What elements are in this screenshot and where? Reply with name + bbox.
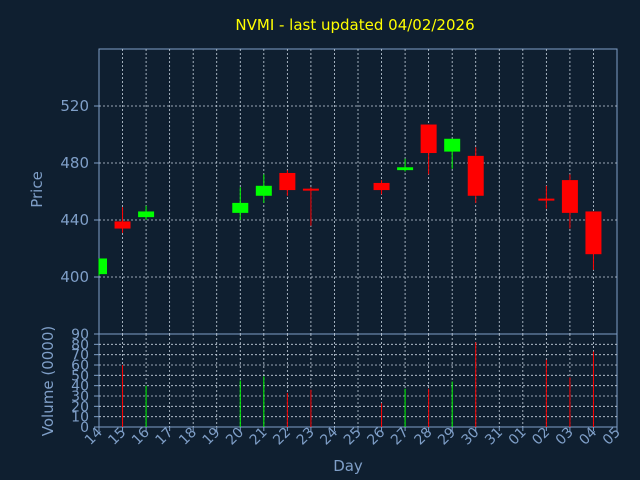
volume-tick-label: 50 [71,368,89,384]
candle-body [232,202,249,213]
candle-body [561,180,578,213]
x-tick-label: 02 [529,425,553,449]
x-tick-label: 19 [200,425,224,449]
x-tick-label: 27 [388,425,412,449]
price-panel-frame [98,48,618,335]
x-tick-label: 22 [270,425,294,449]
x-tick-label: 23 [294,425,318,449]
x-tick-label: 05 [600,425,624,449]
price-tick-label: 400 [60,268,89,286]
x-tick-label: 16 [129,424,153,448]
candle-body [99,258,107,275]
volume-tick-label: 60 [71,358,89,374]
x-tick-label: 01 [506,425,530,449]
x-tick-label: 18 [176,425,200,449]
volume-tick-label: 10 [71,410,89,426]
candle-body [302,188,319,191]
x-tick-label: 03 [553,425,577,449]
x-tick-label: 24 [317,424,341,448]
volume-tick-label: 90 [71,327,89,343]
x-tick-label: 04 [576,424,600,448]
candle-body [138,211,155,218]
volume-tick-label: 30 [71,389,89,405]
x-tick-label: 17 [153,425,177,449]
price-tick-label: 480 [60,154,89,172]
x-tick-label: 25 [341,425,365,449]
x-tick-label: 29 [435,425,459,449]
volume-tick-label: 80 [71,337,89,353]
candle-body [467,155,484,196]
volume-axis-label: Volume (0000) [39,326,57,436]
x-tick-label: 26 [364,424,388,448]
x-tick-label: 28 [412,425,436,449]
price-tick-label: 440 [60,211,89,229]
x-tick-label: 21 [247,425,271,449]
x-tick-label: 15 [105,425,129,449]
chart-title: NVMI - last updated 04/02/2026 [235,16,474,34]
price-tick-label: 520 [60,97,89,115]
price-axis-label: Price [28,171,46,208]
candle-body [444,138,461,152]
candle-body [397,167,414,171]
candle-body [585,211,602,255]
candle-body [279,172,296,191]
candle-body [538,198,555,201]
volume-tick-label: 70 [71,348,89,364]
candle-body [420,124,437,154]
x-tick-label: 31 [482,425,506,449]
volume-tick-label: 20 [71,399,89,415]
candle-body [114,221,131,229]
volume-tick-label: 40 [71,379,89,395]
candle-body [255,185,272,196]
x-axis-label: Day [333,457,363,475]
x-tick-label: 30 [459,425,483,449]
x-tick-label: 20 [223,425,247,449]
volume-tick-label: 0 [80,420,89,436]
candle-body [373,182,390,191]
